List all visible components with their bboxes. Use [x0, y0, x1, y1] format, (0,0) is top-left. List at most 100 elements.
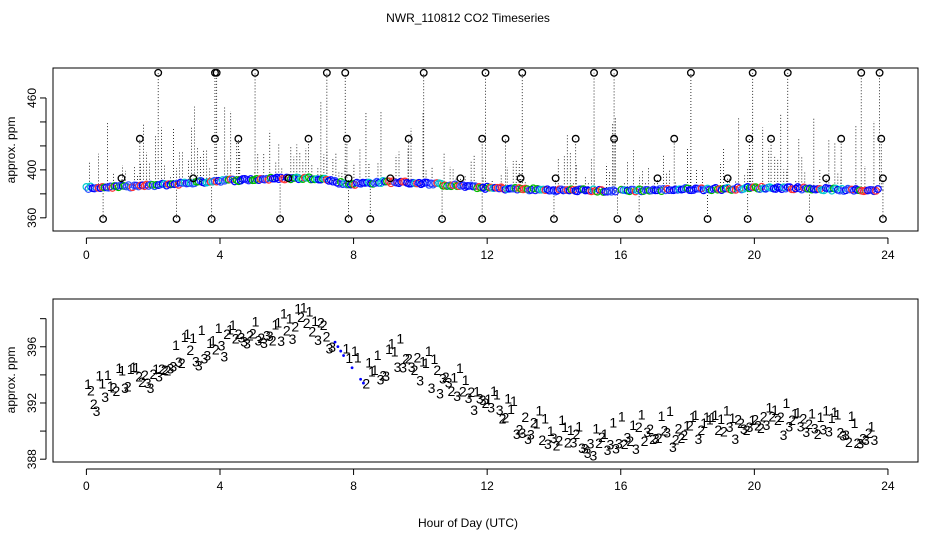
marker-line-2: 2	[158, 361, 166, 377]
outlier-point	[653, 174, 662, 183]
outlier-point	[154, 68, 163, 77]
marker-line-1: 1	[510, 393, 518, 409]
outlier-point	[341, 68, 350, 77]
marker-line-1: 1	[300, 299, 308, 315]
marker-line-1: 1	[127, 361, 135, 377]
marker-line-2: 2	[743, 422, 751, 438]
marker-line-1: 1	[712, 407, 720, 423]
x-tick-label: 4	[217, 479, 224, 493]
marker-line-2: 2	[553, 438, 561, 454]
x-axis-label: Hour of Day (UTC)	[418, 516, 518, 530]
marker-line-1: 1	[306, 303, 314, 319]
outlier-point	[404, 134, 413, 143]
marker-line-2: 2	[777, 409, 785, 425]
marker-line-3: 3	[266, 328, 274, 344]
marker-line-1: 1	[396, 330, 404, 346]
outlier-point	[438, 215, 447, 223]
marker-line-3: 3	[570, 435, 578, 451]
marker-line-2: 2	[660, 422, 668, 438]
marker-line-3: 3	[632, 441, 640, 457]
marker-line-2: 2	[836, 424, 844, 440]
marker-line-3: 3	[201, 351, 209, 367]
marker-line-2: 2	[411, 362, 419, 378]
marker-line-1: 1	[118, 362, 126, 378]
marker-line-1: 1	[831, 404, 839, 420]
marker-line-3: 3	[607, 437, 615, 453]
marker-line-3: 3	[192, 353, 200, 369]
marker-line-3: 3	[175, 354, 183, 370]
marker-line-2: 2	[521, 409, 529, 425]
marker-line-3: 3	[871, 432, 879, 448]
outlier-point	[211, 134, 219, 143]
marker-line-1: 1	[504, 390, 512, 406]
marker-line-3: 3	[746, 419, 754, 435]
marker-line-1: 1	[541, 410, 549, 426]
marker-line-1: 1	[252, 314, 260, 330]
marker-line-3: 3	[550, 430, 558, 446]
marker-line-1: 1	[700, 415, 708, 431]
marker-line-1: 1	[717, 411, 725, 427]
marker-line-3: 3	[470, 402, 478, 418]
marker-line-1: 1	[462, 372, 470, 388]
marker-line-2: 2	[235, 326, 243, 342]
marker-line-1: 1	[771, 402, 779, 418]
marker-line-1: 1	[96, 368, 104, 384]
y-axis-top: 360 400 460	[25, 88, 47, 228]
marker-line-1: 1	[490, 383, 498, 399]
outlier-point	[571, 134, 580, 143]
outlier-point	[99, 215, 108, 223]
x-tick-label: 20	[748, 248, 762, 262]
x-axis-top: 0 4 8 12 16 20 24	[83, 237, 895, 262]
marker-line-2: 2	[635, 419, 643, 435]
marker-line-1: 1	[152, 361, 160, 377]
marker-line-1: 1	[828, 410, 836, 426]
marker-line-2: 2	[800, 411, 808, 427]
outlier-point	[550, 215, 558, 223]
marker-line-1: 1	[558, 412, 566, 428]
marker-line-1: 1	[868, 419, 876, 435]
marker-line-2: 2	[482, 395, 490, 411]
marker-line-2: 2	[223, 326, 231, 342]
marker-line-2: 2	[113, 383, 121, 399]
marker-line-2: 2	[720, 423, 728, 439]
y-tick-label: 400	[25, 160, 39, 180]
marker-line-2: 2	[751, 411, 759, 427]
transition-point	[350, 366, 354, 370]
marker-line-2: 2	[459, 383, 467, 399]
marker-line-1: 1	[84, 376, 92, 392]
marker-line-3: 3	[243, 336, 251, 352]
marker-line-2: 2	[249, 326, 257, 342]
outlier-point	[783, 68, 792, 77]
outlier-point	[516, 174, 525, 183]
marker-line-2: 2	[87, 382, 95, 398]
marker-line-3: 3	[445, 375, 453, 391]
marker-line-1: 1	[507, 401, 515, 417]
marker-line-2: 2	[308, 323, 316, 339]
marker-line-3: 3	[382, 368, 390, 384]
marker-line-1: 1	[365, 354, 373, 370]
marker-line-2: 2	[564, 434, 572, 450]
marker-line-3: 3	[825, 424, 833, 440]
marker-line-1: 1	[206, 335, 214, 351]
marker-line-1: 1	[311, 313, 319, 329]
marker-line-1: 1	[748, 412, 756, 428]
marker-line-2: 2	[626, 433, 634, 449]
outlier-point	[590, 68, 598, 77]
marker-line-1: 1	[354, 350, 362, 366]
marker-line-2: 2	[402, 350, 410, 366]
marker-line-2: 2	[283, 322, 291, 338]
outlier-point	[344, 215, 353, 223]
marker-line-2: 2	[297, 309, 305, 325]
marker-line-2: 2	[135, 368, 143, 384]
marker-line-2: 2	[291, 318, 299, 334]
marker-line-1: 1	[198, 322, 206, 338]
outlier-point	[478, 134, 487, 143]
marker-line-1: 1	[425, 343, 433, 359]
transition-point	[359, 377, 362, 381]
marker-line-3: 3	[439, 371, 447, 387]
marker-line-1: 1	[215, 320, 223, 336]
outlier-point	[419, 68, 428, 77]
marker-line-3: 3	[496, 402, 504, 418]
outlier-point	[207, 215, 216, 223]
